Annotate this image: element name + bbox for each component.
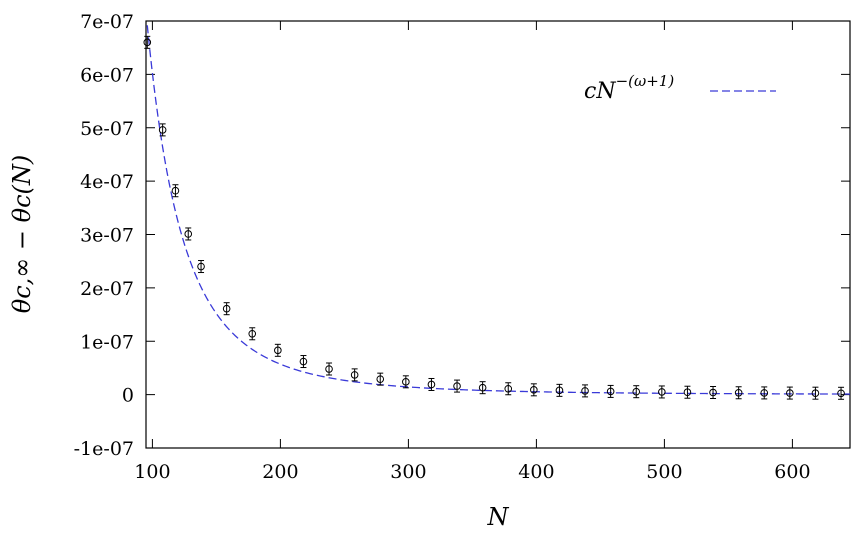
point-marker [658, 388, 666, 396]
point-marker [325, 365, 333, 373]
data-point [350, 368, 359, 382]
x-tick-label: 100 [134, 461, 170, 483]
data-point [143, 35, 152, 49]
point-marker [197, 262, 205, 271]
data-point [402, 375, 410, 389]
point-marker [402, 378, 410, 386]
data-point [504, 382, 513, 396]
data-points [143, 35, 845, 400]
point-marker [248, 329, 257, 338]
point-marker [504, 384, 513, 393]
x-tick-labels: 100 200 300 400 500 600 [134, 461, 810, 483]
data-point [581, 384, 589, 398]
data-point [478, 381, 487, 395]
x-tick-label: 200 [262, 461, 298, 483]
data-point [683, 385, 692, 399]
y-tick-label: 2e-07 [80, 278, 134, 300]
point-marker [376, 375, 385, 383]
point-marker [453, 382, 461, 390]
x-axis-label: N [487, 503, 510, 531]
data-point [760, 386, 769, 400]
data-point [197, 260, 205, 274]
y-tick-label: 4e-07 [80, 171, 134, 193]
point-marker [184, 230, 193, 238]
point-marker [837, 389, 845, 398]
point-marker [555, 386, 564, 395]
data-point [184, 227, 193, 241]
fit-curve-line [146, 25, 851, 395]
point-marker [811, 389, 820, 397]
point-marker [581, 387, 589, 395]
point-marker [427, 380, 436, 389]
y-tick-label: -1e-07 [74, 438, 134, 460]
point-marker [158, 126, 167, 134]
data-point [555, 383, 564, 397]
legend: cN−(ω+1) [584, 72, 776, 104]
point-marker [299, 357, 308, 366]
data-point [274, 343, 282, 357]
data-point [376, 372, 385, 386]
data-point [248, 327, 257, 341]
data-point [453, 379, 461, 393]
x-tick-label: 400 [518, 461, 554, 483]
point-marker [143, 38, 152, 47]
data-point [158, 123, 167, 137]
y-tick-label: 7e-07 [80, 11, 134, 33]
point-marker [734, 388, 743, 397]
data-point [171, 184, 180, 198]
point-marker [709, 388, 717, 397]
y-tick-label: 0 [122, 385, 134, 407]
data-point [530, 383, 538, 397]
x-tick-label: 500 [646, 461, 682, 483]
y-axis-label: θc,∞ − θc(N) [8, 155, 36, 314]
point-marker [530, 386, 538, 394]
point-marker [222, 304, 231, 313]
data-point [299, 355, 308, 369]
y-tick-labels: -1e-07 0 1e-07 2e-07 3e-07 4e-07 5e-07 6e-07 7e-… [74, 11, 134, 460]
data-point [811, 386, 820, 400]
plot-area-frame [145, 20, 851, 449]
data-point [734, 386, 743, 400]
y-tick-label: 6e-07 [80, 64, 134, 86]
legend-label-base: cN [584, 79, 616, 104]
point-marker [760, 389, 769, 397]
data-point [606, 384, 615, 398]
y-tick-label: 1e-07 [80, 331, 134, 353]
x-tick-label: 300 [390, 461, 426, 483]
axis-ticks [146, 20, 850, 449]
point-marker [632, 387, 641, 396]
data-point [786, 386, 794, 400]
point-marker [683, 388, 692, 397]
data-point [325, 362, 333, 376]
data-point [658, 385, 666, 399]
point-marker [171, 186, 180, 195]
point-marker [786, 389, 794, 397]
data-point [632, 385, 641, 399]
legend-label-sup: −(ω+1) [616, 72, 675, 90]
data-point [709, 385, 717, 399]
point-marker [274, 346, 282, 355]
y-tick-label: 3e-07 [80, 225, 134, 247]
data-point [837, 386, 845, 400]
point-marker [478, 383, 487, 392]
data-point [427, 377, 436, 391]
point-marker [350, 371, 359, 379]
data-point [222, 302, 231, 316]
x-tick-label: 600 [774, 461, 810, 483]
point-marker [606, 387, 615, 396]
legend-label: cN−(ω+1) [584, 72, 674, 104]
y-tick-label: 5e-07 [80, 118, 134, 140]
